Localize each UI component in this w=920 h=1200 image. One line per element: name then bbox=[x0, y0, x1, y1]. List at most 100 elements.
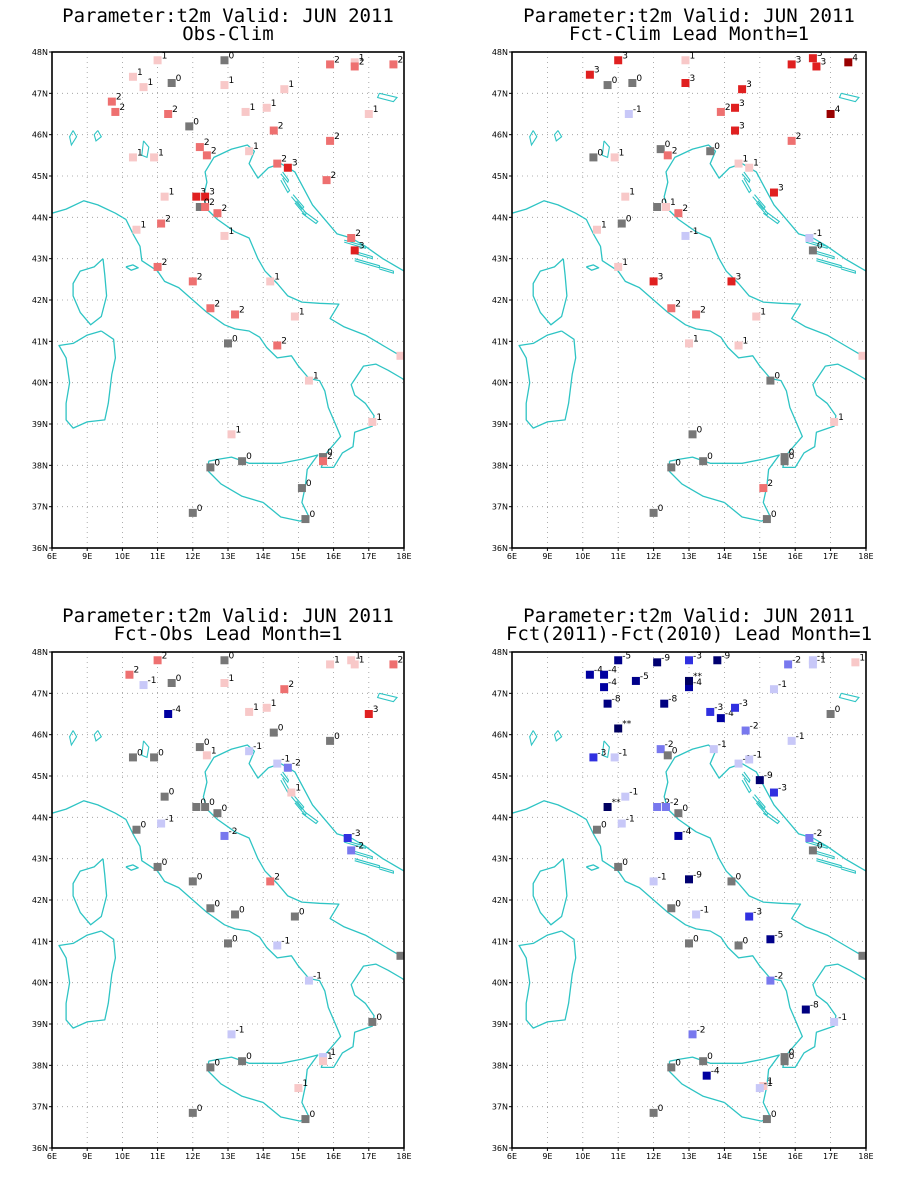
station-marker: 1 bbox=[139, 78, 153, 92]
x-tick-label: 16E bbox=[788, 1152, 803, 1161]
station-square bbox=[185, 122, 194, 131]
station-value-label: 1 bbox=[359, 655, 365, 665]
x-tick-label: 10E bbox=[115, 1152, 130, 1161]
station-value-label: 4 bbox=[852, 53, 858, 63]
island-outline bbox=[805, 239, 828, 250]
station-value-label: 0 bbox=[835, 705, 841, 715]
station-value-label: 1 bbox=[271, 99, 277, 109]
station-square bbox=[660, 699, 669, 708]
station-value-label: -1 bbox=[148, 676, 157, 686]
station-marker: 2 bbox=[188, 272, 203, 286]
station-square bbox=[603, 81, 612, 90]
station-square bbox=[220, 56, 229, 65]
y-tick-label: 37N bbox=[492, 1103, 508, 1112]
lake-outline bbox=[553, 730, 563, 742]
station-marker: 3 bbox=[738, 80, 752, 94]
station-square bbox=[614, 862, 623, 871]
y-tick-label: 44N bbox=[32, 213, 48, 222]
station-square bbox=[280, 85, 289, 94]
x-tick-label: 11E bbox=[611, 552, 626, 561]
station-square bbox=[667, 1063, 676, 1072]
coastline bbox=[741, 163, 866, 272]
y-tick-label: 37N bbox=[32, 503, 48, 512]
station-value-label: 1 bbox=[169, 188, 175, 198]
station-marker: 3 bbox=[731, 99, 745, 112]
station-marker: -1 bbox=[808, 652, 826, 665]
station-square bbox=[585, 70, 594, 79]
station-marker: 0 bbox=[766, 372, 780, 385]
station-square bbox=[389, 660, 398, 669]
station-square bbox=[592, 225, 601, 234]
x-tick-label: 12E bbox=[185, 552, 200, 561]
station-marker: 0 bbox=[220, 652, 234, 665]
station-marker: 0 bbox=[649, 1104, 664, 1117]
station-marker: 0 bbox=[628, 74, 642, 87]
station-value-label: 2 bbox=[397, 55, 403, 65]
station-marker: 0 bbox=[213, 804, 227, 818]
station-square bbox=[139, 83, 148, 92]
station-square bbox=[238, 457, 247, 466]
y-tick-label: 45N bbox=[32, 172, 48, 181]
station-marker: 1 bbox=[227, 425, 241, 439]
station-value-label: 0 bbox=[228, 51, 234, 61]
station-value-label: 0 bbox=[735, 872, 741, 882]
station-marker: 1 bbox=[319, 1052, 333, 1066]
station-square bbox=[192, 192, 201, 201]
station-square bbox=[617, 819, 626, 828]
station-square bbox=[290, 912, 299, 921]
station-value-label: -1 bbox=[753, 750, 762, 760]
station-value-label: 2 bbox=[274, 872, 280, 882]
station-value-label: 2 bbox=[281, 336, 287, 346]
station-square bbox=[752, 312, 761, 321]
station-square bbox=[851, 658, 860, 667]
station-value-label: 1 bbox=[689, 51, 695, 61]
station-marker: 1 bbox=[610, 148, 624, 162]
station-square bbox=[589, 153, 598, 162]
station-square bbox=[326, 136, 335, 145]
lake-outline bbox=[69, 730, 78, 747]
station-marker: 0 bbox=[780, 1048, 795, 1062]
x-tick-label: 11E bbox=[611, 1152, 626, 1161]
station-value-label: 0 bbox=[672, 746, 678, 756]
station-value-label: 0 bbox=[239, 905, 245, 915]
station-square bbox=[805, 234, 814, 242]
y-tick-label: 40N bbox=[492, 979, 508, 988]
station-marker: 2 bbox=[273, 336, 287, 350]
station-square bbox=[667, 463, 676, 472]
station-value-label: 2 bbox=[211, 146, 217, 156]
station-value-label: 0 bbox=[140, 821, 146, 831]
x-tick-label: 14E bbox=[717, 1152, 732, 1161]
station-value-label: 0 bbox=[665, 140, 671, 150]
station-marker: 1 bbox=[396, 351, 404, 360]
station-value-label: 1 bbox=[295, 784, 301, 794]
station-marker: 0 bbox=[603, 76, 618, 90]
station-marker: 0 bbox=[667, 899, 681, 913]
x-tick-label: 17E bbox=[361, 1152, 376, 1161]
y-tick-label: 42N bbox=[32, 296, 48, 305]
station-value-label: -3 bbox=[693, 651, 702, 661]
y-tick-label: 41N bbox=[32, 937, 48, 946]
station-marker: 2 bbox=[107, 93, 122, 106]
station-square bbox=[269, 728, 278, 737]
station-square bbox=[702, 1071, 711, 1080]
station-square bbox=[201, 203, 210, 211]
station-square bbox=[663, 751, 672, 760]
station-marker: 1 bbox=[858, 351, 866, 360]
station-marker: 2 bbox=[202, 146, 217, 160]
station-value-label: 1 bbox=[670, 198, 676, 208]
station-value-label: -1 bbox=[817, 655, 826, 665]
station-marker: -2 bbox=[220, 827, 237, 840]
station-value-label: 0 bbox=[404, 947, 410, 957]
station-marker: -1 bbox=[245, 742, 262, 756]
station-value-label: 0 bbox=[771, 1110, 777, 1120]
station-marker: 0 bbox=[238, 1052, 252, 1066]
y-tick-label: 36N bbox=[492, 544, 508, 553]
station-marker: 1 bbox=[220, 674, 234, 687]
station-value-label: 1 bbox=[253, 142, 259, 152]
station-value-label: 0 bbox=[197, 1104, 203, 1114]
station-value-label: 2 bbox=[672, 146, 678, 156]
station-value-label: 2 bbox=[172, 105, 178, 115]
station-square bbox=[621, 792, 630, 801]
station-value-label: 3 bbox=[689, 74, 695, 84]
island-outline bbox=[351, 849, 373, 860]
